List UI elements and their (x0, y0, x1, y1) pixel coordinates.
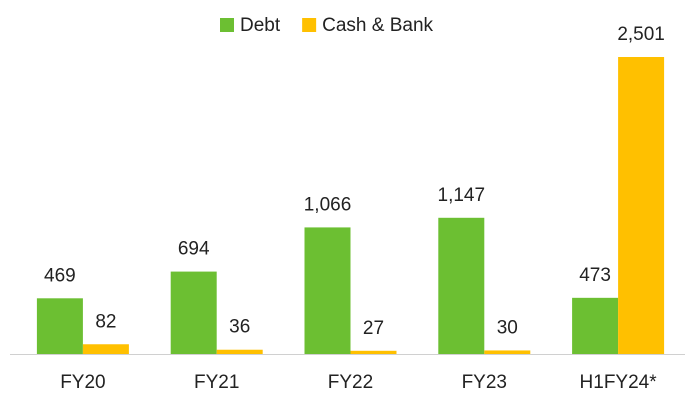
data-label: 36 (229, 317, 250, 338)
legend-label: Cash & Bank (322, 15, 433, 36)
legend-swatch (302, 18, 317, 32)
legend-swatch (220, 18, 234, 32)
data-label: 2,501 (617, 24, 665, 45)
bar (304, 227, 351, 354)
data-label: 1,066 (304, 194, 352, 215)
x-tick-label: H1FY24* (580, 372, 658, 393)
bar (170, 271, 217, 354)
data-label: 473 (579, 265, 611, 286)
bar (484, 350, 531, 354)
bar (618, 57, 665, 354)
x-tick-label: FY22 (328, 372, 373, 393)
bar (82, 344, 129, 354)
data-label: 27 (363, 318, 384, 339)
data-label: 469 (44, 265, 76, 286)
data-label: 30 (497, 317, 518, 338)
bar (438, 217, 485, 354)
x-tick-label: FY21 (194, 372, 239, 393)
data-label: 1,147 (438, 185, 486, 206)
bar (36, 298, 83, 354)
data-label: 82 (95, 311, 116, 332)
legend-label: Debt (240, 15, 281, 36)
bar (572, 297, 619, 354)
bar (216, 349, 263, 354)
x-tick-label: FY23 (462, 372, 507, 393)
x-tick-label: FY20 (60, 372, 105, 393)
bar (350, 350, 397, 354)
data-label: 694 (178, 239, 210, 260)
